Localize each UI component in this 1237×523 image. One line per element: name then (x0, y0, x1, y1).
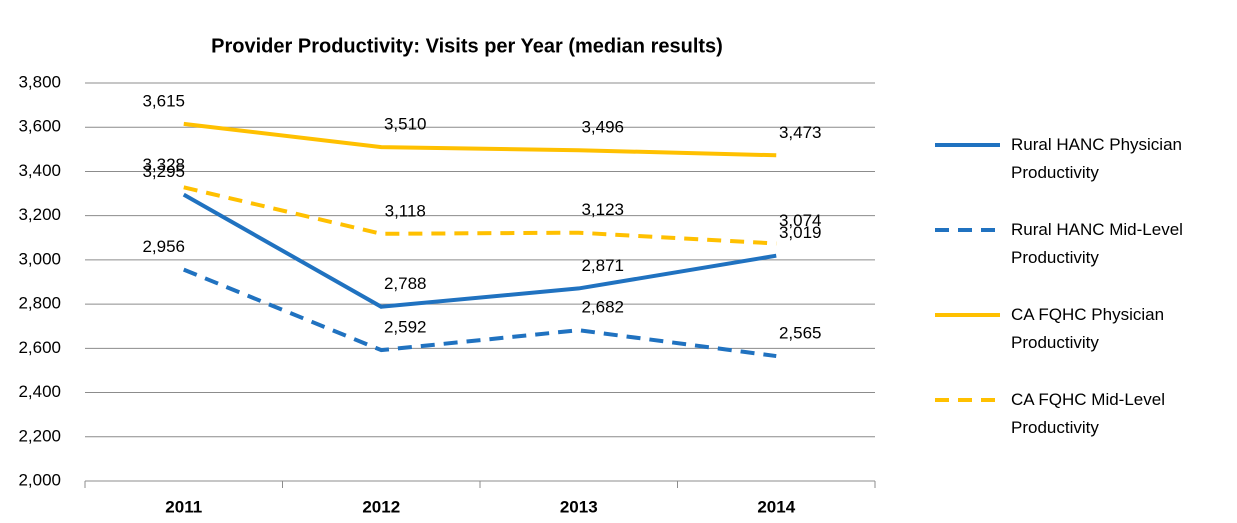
data-label: 2,682 (581, 298, 624, 317)
x-tick-label: 2014 (757, 497, 795, 516)
data-label: 2,565 (779, 324, 822, 343)
data-label: 3,615 (142, 91, 185, 110)
y-tick-label: 3,400 (18, 161, 61, 180)
legend-label: CA FQHC Physician Productivity (1011, 305, 1165, 352)
series-line (182, 192, 777, 309)
legend-label: Rural HANC Mid-Level Productivity (1011, 220, 1183, 267)
data-label: 3,328 (142, 155, 185, 174)
y-tick-label: 2,800 (18, 294, 61, 313)
legend-label: CA FQHC Mid-Level Productivity (1011, 390, 1165, 437)
y-tick-label: 3,600 (18, 117, 61, 136)
data-label: 3,118 (385, 201, 426, 220)
data-label: 2,956 (142, 237, 185, 256)
series-line (182, 267, 777, 359)
y-tick-label: 2,200 (18, 426, 61, 445)
data-label: 2,788 (384, 274, 427, 293)
x-tick-label: 2013 (560, 497, 598, 516)
data-label: 2,592 (384, 318, 427, 337)
y-tick-label: 3,800 (18, 72, 61, 91)
x-tick-label: 2012 (362, 497, 400, 516)
data-label: 3,074 (779, 211, 822, 230)
x-tick-label: 2011 (165, 497, 202, 516)
y-tick-label: 2,600 (18, 338, 61, 357)
data-label: 3,496 (581, 118, 624, 137)
y-tick-label: 3,000 (18, 249, 61, 268)
y-tick-label: 3,200 (18, 205, 61, 224)
legend-label: Rural HANC Physician Productivity (1011, 135, 1182, 182)
data-label: 3,123 (581, 200, 624, 219)
series-line (183, 121, 777, 158)
data-label: 3,019 (779, 223, 822, 242)
series-line (183, 185, 777, 246)
y-tick-label: 2,000 (18, 470, 61, 489)
data-label: 3,473 (779, 123, 822, 142)
data-label: 3,295 (142, 162, 185, 181)
data-label: 2,871 (581, 256, 624, 275)
chart-title: Provider Productivity: Visits per Year (… (211, 35, 723, 57)
y-tick-label: 2,400 (18, 382, 61, 401)
data-label: 3,510 (384, 115, 427, 134)
